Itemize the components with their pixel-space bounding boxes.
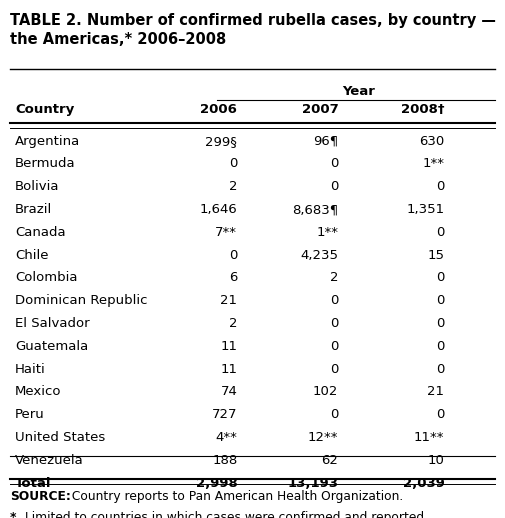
Text: Argentina: Argentina <box>15 135 80 148</box>
Text: 0: 0 <box>330 340 338 353</box>
Text: 0: 0 <box>229 249 237 262</box>
Text: 0: 0 <box>330 180 338 193</box>
Text: 15: 15 <box>427 249 444 262</box>
Text: 11: 11 <box>220 340 237 353</box>
Text: 1**: 1** <box>422 157 444 170</box>
Text: 0: 0 <box>436 317 444 330</box>
Text: Chile: Chile <box>15 249 48 262</box>
Text: 11**: 11** <box>414 431 444 444</box>
Text: 0: 0 <box>229 157 237 170</box>
Text: 62: 62 <box>322 454 338 467</box>
Text: 21: 21 <box>427 385 444 398</box>
Text: 7**: 7** <box>215 226 237 239</box>
Text: Limited to countries in which cases were confirmed and reported.: Limited to countries in which cases were… <box>21 511 428 518</box>
Text: 0: 0 <box>436 180 444 193</box>
Text: SOURCE:: SOURCE: <box>10 490 71 503</box>
Text: Mexico: Mexico <box>15 385 62 398</box>
Text: 0: 0 <box>330 294 338 307</box>
Text: Dominican Republic: Dominican Republic <box>15 294 147 307</box>
Text: Peru: Peru <box>15 408 45 421</box>
Text: Bermuda: Bermuda <box>15 157 76 170</box>
Text: 0: 0 <box>330 317 338 330</box>
Text: 0: 0 <box>436 408 444 421</box>
Text: 0: 0 <box>436 294 444 307</box>
Text: 4,235: 4,235 <box>300 249 338 262</box>
Text: 0: 0 <box>436 271 444 284</box>
Text: 0: 0 <box>436 226 444 239</box>
Text: 2008†: 2008† <box>401 103 444 116</box>
Text: 21: 21 <box>220 294 237 307</box>
Text: 96¶: 96¶ <box>313 135 338 148</box>
Text: 188: 188 <box>212 454 237 467</box>
Text: Haiti: Haiti <box>15 363 46 376</box>
Text: 2: 2 <box>229 180 237 193</box>
Text: Country: Country <box>15 103 74 116</box>
Text: Venezuela: Venezuela <box>15 454 84 467</box>
Text: Guatemala: Guatemala <box>15 340 88 353</box>
Text: 0: 0 <box>436 340 444 353</box>
Text: United States: United States <box>15 431 106 444</box>
Text: Bolivia: Bolivia <box>15 180 60 193</box>
Text: Country reports to Pan American Health Organization.: Country reports to Pan American Health O… <box>68 490 403 503</box>
Text: 2007: 2007 <box>301 103 338 116</box>
Text: Total: Total <box>15 477 52 490</box>
Text: 1**: 1** <box>316 226 338 239</box>
Text: 102: 102 <box>313 385 338 398</box>
Text: Colombia: Colombia <box>15 271 78 284</box>
Text: 1,646: 1,646 <box>199 203 237 216</box>
Text: 0: 0 <box>330 408 338 421</box>
Text: 727: 727 <box>212 408 237 421</box>
Text: 2,039: 2,039 <box>402 477 444 490</box>
Text: Year: Year <box>342 85 375 98</box>
Text: 2: 2 <box>229 317 237 330</box>
Text: 0: 0 <box>330 363 338 376</box>
Text: 0: 0 <box>330 157 338 170</box>
Text: 2: 2 <box>330 271 338 284</box>
Text: 6: 6 <box>229 271 237 284</box>
Text: El Salvador: El Salvador <box>15 317 90 330</box>
Text: 13,193: 13,193 <box>287 477 338 490</box>
Text: 0: 0 <box>436 363 444 376</box>
Text: 299§: 299§ <box>206 135 237 148</box>
Text: 1,351: 1,351 <box>407 203 444 216</box>
Text: 12**: 12** <box>308 431 338 444</box>
Text: 2,998: 2,998 <box>195 477 237 490</box>
Text: Canada: Canada <box>15 226 66 239</box>
Text: 10: 10 <box>428 454 444 467</box>
Text: 74: 74 <box>221 385 237 398</box>
Text: 8,683¶: 8,683¶ <box>292 203 338 216</box>
Text: 4**: 4** <box>216 431 237 444</box>
Text: *: * <box>10 511 17 518</box>
Text: 2006: 2006 <box>200 103 237 116</box>
Text: 11: 11 <box>220 363 237 376</box>
Text: TABLE 2. Number of confirmed rubella cases, by country —
the Americas,* 2006–200: TABLE 2. Number of confirmed rubella cas… <box>10 13 496 47</box>
Text: Brazil: Brazil <box>15 203 53 216</box>
Text: 630: 630 <box>419 135 444 148</box>
